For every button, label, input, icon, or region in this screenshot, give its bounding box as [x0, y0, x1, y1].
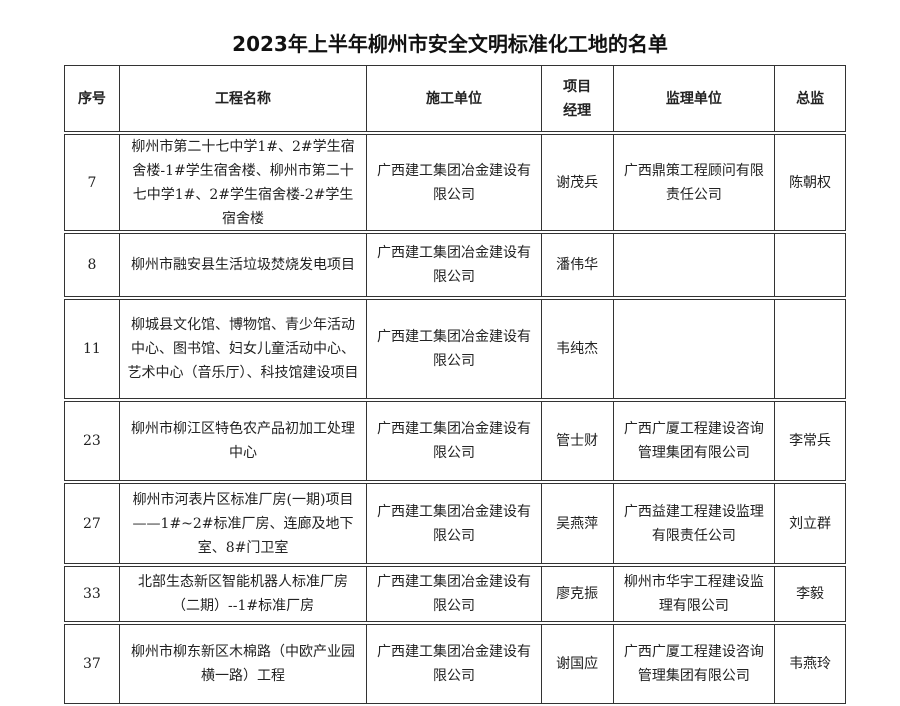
header-contractor: 施工单位 [366, 66, 541, 131]
table-header: 序号 工程名称 施工单位 项目经理 监理单位 总监 [64, 65, 846, 132]
cell-chief-supervisor: 陈朝权 [774, 135, 845, 230]
table-row: 11 柳城县文化馆、博物馆、青少年活动中心、图书馆、妇女儿童活动中心、艺术中心（音… [64, 299, 846, 399]
table-row: 33 北部生态新区智能机器人标准厂房（二期）--1#标准厂房 广西建工集团冶金建设有… [64, 566, 846, 622]
cell-project-manager: 吴燕萍 [540, 484, 613, 563]
cell-project-name: 柳州市柳东新区木棉路（中欧产业园横一路）工程 [118, 625, 366, 703]
cell-project-name: 北部生态新区智能机器人标准厂房（二期）--1#标准厂房 [118, 567, 366, 621]
cell-project-name: 柳州市柳江区特色农产品初加工处理中心 [118, 402, 366, 480]
cell-project-manager: 谢茂兵 [540, 135, 613, 230]
table-row: 27 柳州市河表片区标准厂房(一期)项目——1#~2#标准厂房、连廊及地下室、8#… [64, 483, 846, 564]
cell-project-manager: 谢国应 [540, 625, 613, 703]
cell-project-manager: 潘伟华 [540, 234, 613, 296]
cell-chief-supervisor: 刘立群 [774, 484, 845, 563]
cell-supervisor [612, 300, 775, 398]
cell-contractor: 广西建工集团冶金建设有限公司 [366, 135, 541, 230]
cell-contractor: 广西建工集团冶金建设有限公司 [366, 234, 541, 296]
header-project-name: 工程名称 [118, 66, 366, 131]
cell-supervisor: 广西广厦工程建设咨询管理集团有限公司 [612, 625, 775, 703]
cell-supervisor: 广西广厦工程建设咨询管理集团有限公司 [612, 402, 775, 480]
table-row: 8 柳州市融安县生活垃圾焚烧发电项目 广西建工集团冶金建设有限公司 潘伟华 [64, 233, 846, 297]
cell-contractor: 广西建工集团冶金建设有限公司 [366, 567, 541, 621]
cell-project-manager: 廖克振 [540, 567, 613, 621]
cell-chief-supervisor: 韦燕玲 [774, 625, 845, 703]
cell-supervisor: 柳州市华宇工程建设监理有限公司 [612, 567, 775, 621]
cell-project-manager: 管士财 [540, 402, 613, 480]
cell-project-name: 柳州市第二十七中学1#、2#学生宿舍楼-1#学生宿舍楼、柳州市第二十七中学1#、… [118, 135, 366, 230]
cell-contractor: 广西建工集团冶金建设有限公司 [366, 300, 541, 398]
cell-chief-supervisor: 李常兵 [774, 402, 845, 480]
cell-project-name: 柳城县文化馆、博物馆、青少年活动中心、图书馆、妇女儿童活动中心、艺术中心（音乐厅… [118, 300, 366, 398]
table-row: 23 柳州市柳江区特色农产品初加工处理中心 广西建工集团冶金建设有限公司 管士财 广西广… [64, 401, 846, 481]
cell-project-manager: 韦纯杰 [540, 300, 613, 398]
table-row: 7 柳州市第二十七中学1#、2#学生宿舍楼-1#学生宿舍楼、柳州市第二十七中学1#… [64, 134, 846, 231]
document-title: 2023年上半年柳州市安全文明标准化工地的名单 [232, 32, 668, 56]
cell-supervisor: 广西益建工程建设监理有限责任公司 [612, 484, 775, 563]
cell-contractor: 广西建工集团冶金建设有限公司 [366, 484, 541, 563]
cell-contractor: 广西建工集团冶金建设有限公司 [366, 625, 541, 703]
header-supervisor: 监理单位 [612, 66, 775, 131]
header-chief-supervisor: 总监 [774, 66, 845, 131]
cell-chief-supervisor [774, 234, 845, 296]
cell-row-no: 27 [83, 515, 101, 532]
cell-row-no: 33 [83, 586, 101, 602]
cell-row-no: 11 [83, 341, 101, 357]
header-no: 序号 [77, 90, 106, 107]
header-project-manager: 项目经理 [540, 66, 613, 131]
table-row: 37 柳州市柳东新区木棉路（中欧产业园横一路）工程 广西建工集团冶金建设有限公司 谢国… [64, 624, 846, 704]
cell-row-no: 8 [87, 257, 97, 273]
cell-chief-supervisor [774, 300, 845, 398]
cell-chief-supervisor: 李毅 [774, 567, 845, 621]
cell-supervisor [612, 234, 775, 296]
cell-project-name: 柳州市河表片区标准厂房(一期)项目——1#~2#标准厂房、连廊及地下室、8#门卫… [118, 484, 366, 563]
cell-row-no: 23 [83, 433, 101, 449]
cell-supervisor: 广西鼎策工程顾问有限责任公司 [612, 135, 775, 230]
cell-project-name: 柳州市融安县生活垃圾焚烧发电项目 [118, 234, 366, 296]
cell-row-no: 37 [83, 656, 101, 672]
cell-row-no: 7 [87, 174, 97, 191]
site-list-table: 序号 工程名称 施工单位 项目经理 监理单位 总监 7 柳州市第二十七中学1#、2… [64, 65, 846, 706]
cell-contractor: 广西建工集团冶金建设有限公司 [366, 402, 541, 480]
